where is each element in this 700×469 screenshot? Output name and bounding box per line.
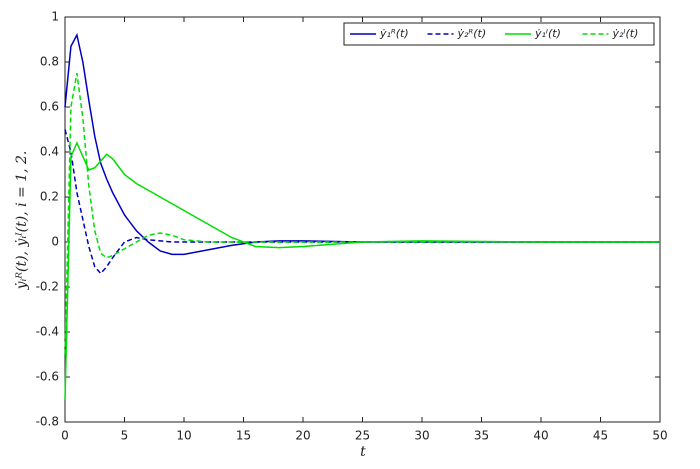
x-tick-label: 5 (121, 429, 129, 443)
y-tick-label: 0.2 (40, 190, 59, 204)
x-tick-label: 0 (61, 429, 69, 443)
y-tick-label: 0.6 (40, 100, 59, 114)
y-axis-label: ẏᵢᴿ(t), ẏᵢᴵ(t), i = 1, 2. (14, 151, 30, 291)
series-line (64, 141, 660, 400)
series-line (64, 129, 660, 275)
y-tick-label: 0.8 (40, 55, 59, 69)
legend-box (343, 22, 655, 46)
x-tick-label: 25 (355, 429, 370, 443)
y-tick-label: -0.8 (36, 415, 59, 429)
legend-label: ẏ₁ᴿ(t) (379, 27, 409, 40)
x-axis-label: t (360, 444, 366, 460)
x-tick-label: 15 (236, 429, 251, 443)
x-tick-label: 50 (652, 429, 667, 443)
series-line (64, 32, 660, 256)
y-tick-label: -0.4 (36, 325, 59, 339)
y-tick-label: 0 (51, 235, 59, 249)
x-tick-label: 30 (414, 429, 429, 443)
y-tick-label: -0.6 (36, 370, 59, 384)
y-tick-label: 1 (51, 10, 59, 24)
x-tick-label: 40 (533, 429, 548, 443)
legend-label: ẏ₁ᴵ(t) (534, 27, 561, 40)
series-line (64, 73, 660, 355)
legend-label: ẏ₂ᴿ(t) (457, 27, 487, 40)
y-tick-label: -0.2 (36, 280, 59, 294)
y-tick-label: 0.4 (40, 145, 59, 159)
x-tick-label: 35 (474, 429, 489, 443)
x-tick-label: 20 (295, 429, 310, 443)
x-tick-label: 45 (593, 429, 608, 443)
legend-label: ẏ₂ᴵ(t) (612, 27, 639, 40)
plot-frame (64, 16, 661, 423)
x-tick-label: 10 (176, 429, 191, 443)
